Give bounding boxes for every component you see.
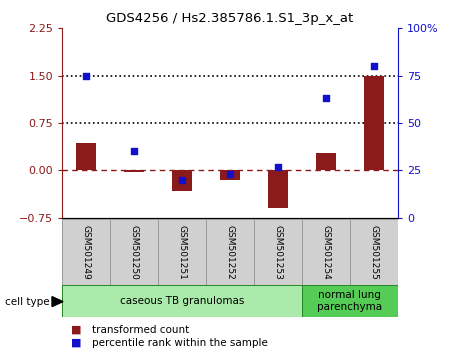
Bar xyxy=(76,143,95,170)
Text: GDS4256 / Hs2.385786.1.S1_3p_x_at: GDS4256 / Hs2.385786.1.S1_3p_x_at xyxy=(106,12,353,25)
Bar xyxy=(253,219,301,285)
Text: caseous TB granulomas: caseous TB granulomas xyxy=(120,296,244,306)
Point xyxy=(226,171,233,177)
Bar xyxy=(349,219,397,285)
Bar xyxy=(316,153,335,170)
Polygon shape xyxy=(52,297,63,307)
Bar xyxy=(301,219,349,285)
Text: GSM501252: GSM501252 xyxy=(225,225,234,279)
Text: GSM501250: GSM501250 xyxy=(129,225,138,280)
Bar xyxy=(124,170,143,172)
Point xyxy=(178,177,185,183)
Text: GSM501251: GSM501251 xyxy=(177,225,186,280)
Point xyxy=(369,63,377,69)
Bar xyxy=(268,170,287,208)
Point xyxy=(82,73,90,79)
Point xyxy=(322,96,329,101)
Text: percentile rank within the sample: percentile rank within the sample xyxy=(92,338,267,348)
Text: cell type: cell type xyxy=(5,297,49,307)
Text: GSM501253: GSM501253 xyxy=(273,225,282,280)
Bar xyxy=(220,170,239,180)
Bar xyxy=(158,219,206,285)
Bar xyxy=(364,76,383,170)
Bar xyxy=(110,219,158,285)
Text: ■: ■ xyxy=(71,325,82,335)
Text: GSM501255: GSM501255 xyxy=(369,225,378,280)
Bar xyxy=(172,170,191,190)
Text: GSM501254: GSM501254 xyxy=(321,225,330,279)
Text: GSM501249: GSM501249 xyxy=(81,225,90,279)
Point xyxy=(130,149,137,154)
Point xyxy=(274,164,281,170)
Text: ■: ■ xyxy=(71,338,82,348)
Bar xyxy=(62,219,110,285)
Bar xyxy=(62,285,301,317)
Bar xyxy=(206,219,253,285)
Text: normal lung
parenchyma: normal lung parenchyma xyxy=(317,290,382,312)
Bar xyxy=(301,285,397,317)
Text: transformed count: transformed count xyxy=(92,325,189,335)
